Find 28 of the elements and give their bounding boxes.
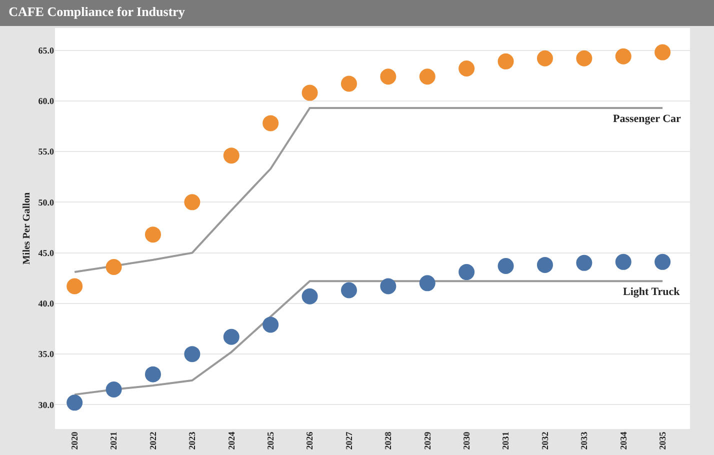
series-label: Passenger Car [613,113,682,125]
x-tick-label: 2020 [70,431,80,450]
y-tick-label: 65.0 [38,45,54,56]
y-tick-label: 40.0 [38,298,54,309]
x-tick-label: 2029 [422,431,432,450]
y-tick-label: 45.0 [38,248,54,258]
x-tick-label: 2034 [618,431,628,450]
y-tick-label: 60.0 [38,96,54,106]
x-tick-label: 2025 [266,431,276,450]
x-tick-label: 2031 [500,431,511,450]
x-tick-label: 2027 [344,431,354,450]
y-tick-label: 55.0 [38,146,54,157]
x-tick-label: 2026 [304,431,315,450]
x-tick-label: 2022 [148,431,158,450]
x-tick-label: 2030 [461,431,472,450]
y-tick-label: 35.0 [38,349,54,360]
x-tick-label: 2023 [187,431,198,450]
x-tick-label: 2021 [108,431,119,450]
x-tick-label: 2024 [226,431,236,450]
x-tick-label: 2032 [540,431,550,450]
y-tick-label: 30.0 [38,400,54,410]
y-tick-label: 50.0 [38,197,54,208]
y-axis-title: Miles Per Gallon [21,192,32,265]
series-label: Light Truck [623,286,681,298]
x-tick-label: 2033 [579,431,590,450]
x-tick-label: 2035 [657,431,668,450]
chart-title: CAFE Compliance for Industry [8,4,186,19]
x-tick-label: 2028 [383,431,394,450]
